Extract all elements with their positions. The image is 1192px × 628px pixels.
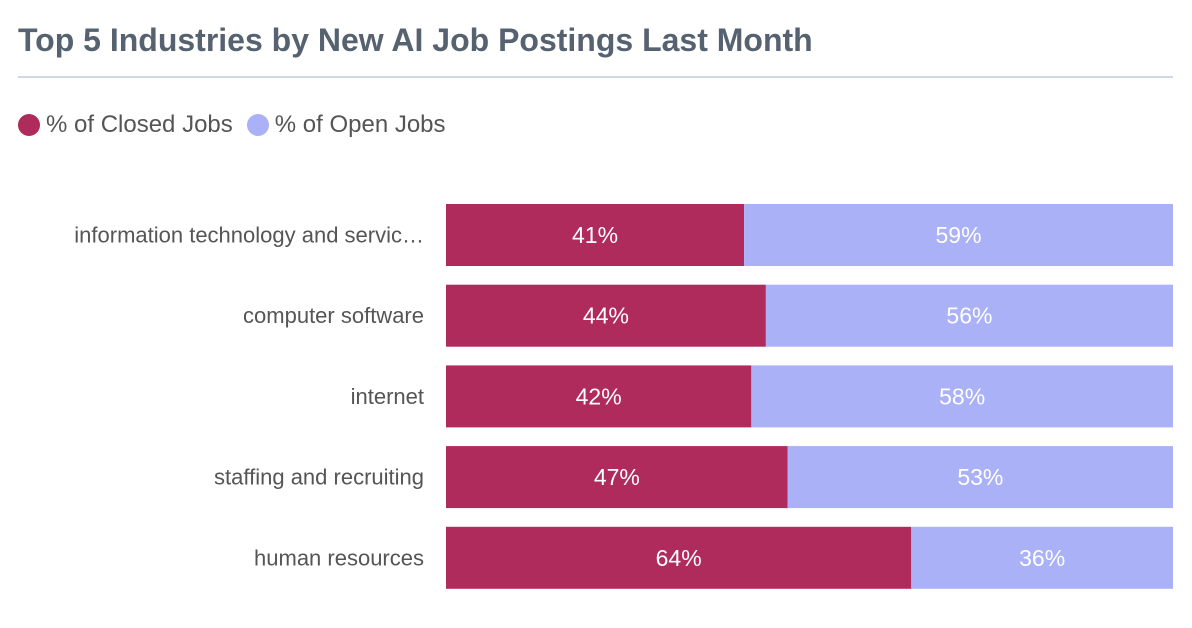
bar-of-closed-jobs-3[interactable] bbox=[446, 446, 788, 509]
legend-label-open-jobs: % of Open Jobs bbox=[274, 111, 446, 138]
bar-of-open-jobs-0[interactable] bbox=[744, 204, 1173, 266]
data-label-of-open-jobs-0: 59% bbox=[936, 222, 982, 248]
legend-item-open-jobs[interactable]: % of Open Jobs bbox=[246, 111, 446, 139]
bar-of-open-jobs-4[interactable] bbox=[911, 526, 1173, 589]
bar-of-closed-jobs-4[interactable] bbox=[446, 526, 912, 589]
category-label-staffing-and-recruiting: staffing and recruiting bbox=[214, 465, 424, 490]
legend-swatch-closed-jobs bbox=[18, 114, 40, 136]
bar-of-closed-jobs-1[interactable] bbox=[446, 284, 766, 347]
category-label-human-resources: human resources bbox=[254, 545, 424, 570]
chart-title: Top 5 Industries by New AI Job Postings … bbox=[18, 22, 813, 58]
category-label-computer-software: computer software bbox=[243, 303, 424, 328]
category-label-information-technology-and-servic: information technology and servic… bbox=[74, 223, 424, 248]
bar-of-open-jobs-1[interactable] bbox=[765, 284, 1173, 347]
data-label-of-closed-jobs-0: 41% bbox=[572, 222, 618, 248]
data-label-of-open-jobs-1: 56% bbox=[946, 303, 992, 329]
data-label-of-open-jobs-2: 58% bbox=[939, 383, 985, 409]
data-label-of-closed-jobs-1: 44% bbox=[583, 303, 629, 329]
bar-of-closed-jobs-0[interactable] bbox=[446, 204, 745, 266]
data-label-of-open-jobs-3: 53% bbox=[957, 464, 1003, 490]
legend: % of Closed Jobs % of Open Jobs bbox=[18, 108, 460, 142]
bar-of-closed-jobs-2[interactable] bbox=[446, 365, 752, 428]
data-label-of-closed-jobs-4: 64% bbox=[656, 545, 702, 571]
data-label-of-closed-jobs-3: 47% bbox=[594, 464, 640, 490]
legend-label-closed-jobs: % of Closed Jobs bbox=[46, 111, 233, 138]
title-divider bbox=[18, 76, 1173, 78]
legend-swatch-open-jobs bbox=[246, 114, 269, 136]
bar-of-open-jobs-2[interactable] bbox=[751, 365, 1173, 428]
data-label-of-open-jobs-4: 36% bbox=[1019, 545, 1065, 571]
category-label-internet: internet bbox=[351, 384, 424, 409]
bar-of-open-jobs-3[interactable] bbox=[787, 446, 1173, 509]
legend-item-closed-jobs[interactable]: % of Closed Jobs bbox=[18, 111, 233, 139]
data-label-of-closed-jobs-2: 42% bbox=[576, 383, 622, 409]
